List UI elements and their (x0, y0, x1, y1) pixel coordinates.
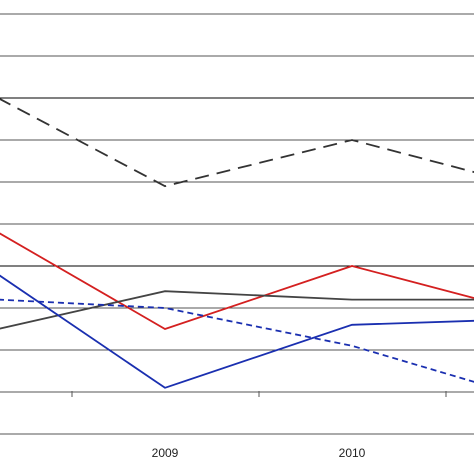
x-tick-label-2009: 2009 (152, 446, 179, 460)
series-line-2 (0, 290, 474, 330)
x-axis (0, 391, 474, 435)
series-line-3 (0, 298, 474, 383)
grid-lines (0, 13, 474, 393)
x-tick-labels: 2009 2010 (152, 446, 366, 460)
series-line-0 (0, 98, 474, 188)
series-lines (0, 98, 474, 389)
x-tick-label-2010: 2010 (339, 446, 366, 460)
series-line-4 (0, 274, 474, 389)
series-line-1 (0, 232, 474, 330)
